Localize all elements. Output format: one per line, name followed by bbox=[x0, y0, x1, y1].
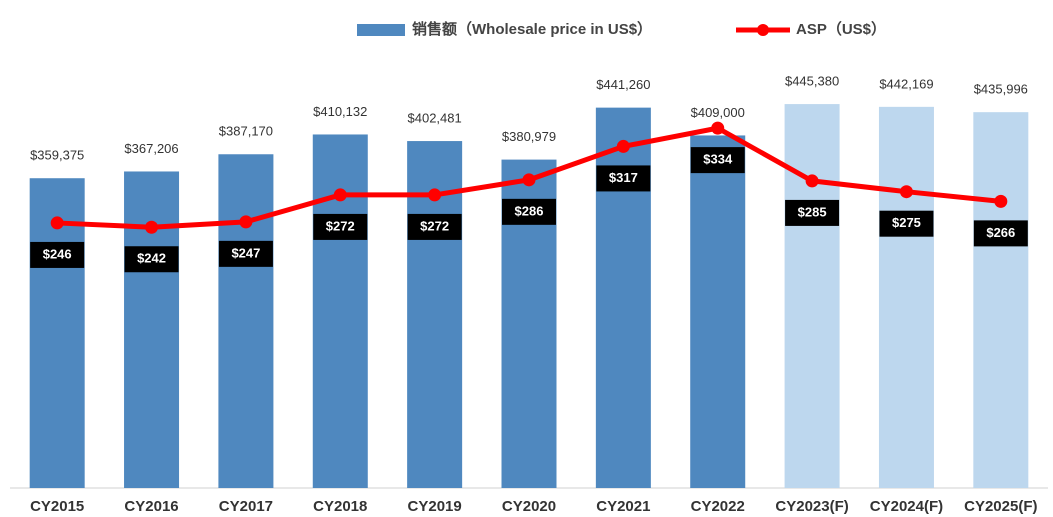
data-label-box bbox=[218, 240, 273, 267]
x-tick-label: CY2020 bbox=[502, 498, 556, 515]
data-label-box bbox=[124, 246, 179, 273]
line-value-label: $272 bbox=[420, 218, 449, 233]
line-value-label: $266 bbox=[986, 225, 1015, 240]
line-value-label: $317 bbox=[609, 170, 638, 185]
bar bbox=[784, 104, 840, 488]
legend-swatch-bar bbox=[357, 24, 405, 36]
bar bbox=[29, 178, 85, 488]
line-value-label: $275 bbox=[892, 215, 921, 230]
bar-value-label: $445,380 bbox=[785, 74, 839, 89]
x-tick-label: CY2017 bbox=[219, 498, 273, 515]
x-tick-label: CY2022 bbox=[691, 498, 745, 515]
data-label-box bbox=[407, 213, 462, 240]
line-value-label: $334 bbox=[703, 152, 733, 167]
data-label-box bbox=[30, 241, 85, 268]
bar bbox=[218, 154, 274, 488]
line-marker bbox=[994, 194, 1008, 208]
line-value-label: $247 bbox=[231, 245, 260, 260]
bar-value-label: $410,132 bbox=[313, 104, 367, 119]
bar-value-label: $380,979 bbox=[502, 129, 556, 144]
bar-value-label: $387,170 bbox=[219, 124, 273, 139]
x-tick-label: CY2025(F) bbox=[964, 498, 1037, 515]
bar bbox=[878, 106, 934, 489]
x-tick-label: CY2015 bbox=[30, 498, 84, 515]
line-marker bbox=[428, 188, 442, 202]
x-tick-label: CY2023(F) bbox=[775, 498, 848, 515]
line-value-label: $285 bbox=[798, 204, 827, 219]
data-label-box bbox=[879, 210, 934, 237]
bar bbox=[595, 107, 651, 488]
line-marker bbox=[711, 121, 725, 135]
legend-label: ASP（US$） bbox=[796, 20, 886, 38]
line-value-label: $242 bbox=[137, 251, 166, 266]
line-marker bbox=[333, 188, 347, 202]
line-marker bbox=[805, 174, 819, 188]
bar bbox=[312, 134, 368, 488]
data-label-box bbox=[973, 220, 1028, 247]
x-tick-label: CY2024(F) bbox=[870, 498, 943, 515]
x-tick-label: CY2016 bbox=[124, 498, 178, 515]
bar-value-label: $435,996 bbox=[974, 82, 1028, 97]
legend-marker bbox=[757, 24, 769, 36]
bar bbox=[690, 135, 746, 488]
legend-label: 销售额（Wholesale price in US$） bbox=[412, 20, 652, 38]
line-marker bbox=[899, 185, 913, 199]
data-label-box bbox=[785, 199, 840, 226]
bar-value-label: $359,375 bbox=[30, 148, 84, 163]
line-marker bbox=[145, 220, 159, 234]
bar bbox=[973, 112, 1029, 488]
x-tick-label: CY2021 bbox=[596, 498, 650, 515]
bar-value-label: $441,260 bbox=[596, 77, 650, 92]
line-marker bbox=[50, 216, 64, 230]
data-label-box bbox=[596, 165, 651, 192]
line-marker bbox=[239, 215, 253, 229]
bar-value-label: $402,481 bbox=[408, 110, 462, 125]
bar-value-label: $367,206 bbox=[124, 141, 178, 156]
line-marker bbox=[522, 173, 536, 187]
line-value-label: $246 bbox=[43, 246, 72, 261]
line-marker bbox=[616, 139, 630, 153]
data-label-box bbox=[313, 213, 368, 240]
bar bbox=[124, 171, 180, 488]
x-tick-label: CY2018 bbox=[313, 498, 367, 515]
data-label-box bbox=[502, 198, 556, 225]
bar-value-label: $442,169 bbox=[879, 76, 933, 91]
x-tick-label: CY2019 bbox=[408, 498, 462, 515]
line-value-label: $272 bbox=[326, 218, 355, 233]
data-label-box bbox=[690, 147, 745, 174]
bar-value-label: $409,000 bbox=[691, 105, 745, 120]
line-value-label: $286 bbox=[515, 203, 544, 218]
